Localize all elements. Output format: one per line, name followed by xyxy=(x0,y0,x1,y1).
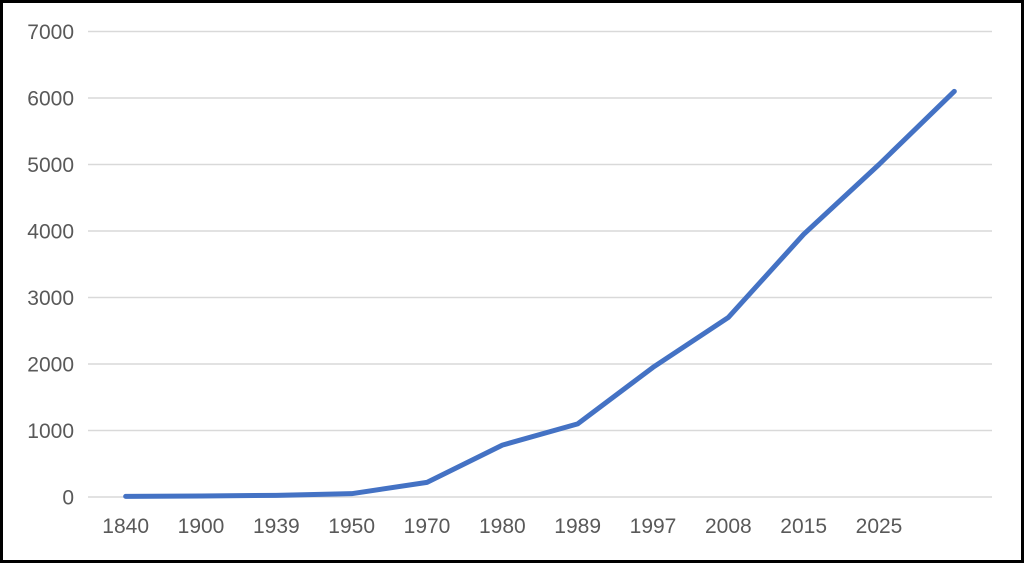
x-axis-tick-label: 2015 xyxy=(780,515,827,538)
y-axis-tick-label: 1000 xyxy=(27,420,74,443)
x-axis-tick-label: 1997 xyxy=(630,515,677,538)
y-axis-tick-label: 7000 xyxy=(27,21,74,44)
data-series-line xyxy=(123,88,957,499)
y-axis-tick-label: 5000 xyxy=(27,154,74,177)
x-axis-tick-label: 1970 xyxy=(404,515,451,538)
x-axis-tick-label: 1939 xyxy=(253,515,300,538)
y-axis-tick-label: 4000 xyxy=(27,221,74,244)
y-axis-tick-label: 3000 xyxy=(27,287,74,310)
x-axis-labels: 1840 1900 1939 1950 1970 1980 1989 1997 2008 2015… xyxy=(102,515,902,538)
x-axis-tick-label: 2025 xyxy=(856,515,903,538)
y-axis-tick-label: 6000 xyxy=(27,88,74,111)
x-axis-tick-label: 1989 xyxy=(554,515,601,538)
gridlines xyxy=(88,30,992,498)
y-axis-tick-label: 2000 xyxy=(27,354,74,377)
y-axis-tick-label: 0 xyxy=(62,487,74,510)
x-axis-tick-label: 1950 xyxy=(328,515,375,538)
x-axis-tick-label: 1840 xyxy=(102,515,149,538)
y-axis-labels: 0 1000 2000 3000 4000 5000 6000 7000 xyxy=(27,21,74,510)
x-axis-tick-label: 2008 xyxy=(705,515,752,538)
x-axis-tick-label: 1900 xyxy=(178,515,225,538)
x-axis-tick-label: 1980 xyxy=(479,515,526,538)
